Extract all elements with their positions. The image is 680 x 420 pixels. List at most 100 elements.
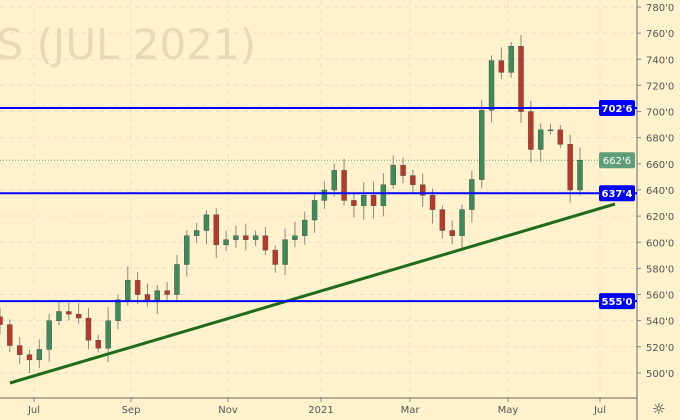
candle (184, 230, 190, 277)
candle (193, 222, 200, 244)
gear-icon[interactable]: ☼ (652, 400, 666, 418)
candle-body (193, 230, 200, 236)
candle (311, 191, 318, 233)
candle (498, 47, 505, 80)
candle (164, 282, 170, 301)
candle (302, 211, 308, 245)
candle (66, 302, 72, 321)
y-tick-label: 560'0 (646, 291, 674, 302)
candle-body (223, 239, 229, 246)
x-tick-label: Jul (593, 405, 606, 416)
candle (7, 319, 13, 352)
candle (488, 55, 495, 123)
candle (410, 169, 416, 193)
candle-body (282, 239, 288, 265)
candle (449, 220, 455, 245)
candle-body (321, 189, 328, 201)
y-tick-label: 660'0 (646, 160, 674, 171)
candle (380, 173, 387, 217)
candle (115, 294, 121, 330)
candle (439, 205, 446, 239)
candle-body (125, 279, 131, 300)
candle-body (292, 235, 298, 240)
x-tick-label: Mar (401, 405, 421, 416)
x-tick-label: May (498, 405, 519, 416)
candle (577, 147, 583, 196)
y-tick-label: 700'0 (646, 108, 674, 119)
candle (262, 227, 269, 255)
candle-body (302, 219, 308, 236)
candle (420, 173, 426, 207)
candle (361, 182, 367, 220)
candle (518, 34, 524, 123)
level-price-label: 637'4 (602, 189, 633, 200)
candle (459, 204, 465, 251)
candle (528, 100, 534, 163)
x-tick-label: 2021 (308, 405, 333, 416)
candle (351, 193, 357, 218)
candle-body (311, 200, 318, 221)
candle (341, 158, 347, 206)
y-tick-label: 600'0 (646, 238, 674, 249)
candle (95, 334, 102, 353)
x-tick-label: Sep (122, 405, 141, 416)
candle-body (567, 144, 573, 191)
candle-body (341, 170, 347, 201)
candle-body (577, 160, 583, 191)
candle (125, 266, 131, 306)
x-tick-label: Nov (218, 405, 238, 416)
candle-body (478, 110, 485, 180)
level-price-badge (599, 293, 635, 310)
y-tick-label: 620'0 (646, 212, 674, 223)
candle (203, 210, 210, 245)
y-tick-label: 540'0 (646, 317, 674, 328)
candle (400, 157, 406, 184)
candle-body (252, 235, 259, 240)
candle (26, 349, 33, 374)
candle-body (174, 264, 180, 295)
candle (292, 221, 298, 247)
y-tick-label: 720'0 (646, 81, 674, 92)
candle-body (370, 195, 377, 206)
candle-body (459, 209, 465, 236)
candle-body (410, 175, 416, 185)
candle-body (449, 230, 455, 236)
candle-body (351, 200, 357, 206)
candle-body (115, 299, 121, 321)
y-tick-label: 760'0 (646, 29, 674, 40)
candle (321, 181, 328, 209)
candle-body (0, 316, 3, 325)
candle-body (213, 214, 219, 246)
candle-body (144, 294, 151, 300)
candle (144, 283, 151, 307)
candle (233, 225, 239, 248)
symbol-watermark: ES (JUL 2021) (0, 20, 257, 69)
candle (537, 123, 544, 163)
candle-body (105, 320, 111, 349)
candle (0, 307, 3, 335)
candle (174, 254, 180, 302)
candle (547, 124, 554, 135)
candle-body (26, 354, 33, 361)
y-tick-label: 740'0 (646, 55, 674, 66)
candle (478, 100, 485, 189)
candle-body (400, 164, 406, 176)
candle-body (420, 184, 426, 196)
candle (567, 134, 573, 203)
candle (134, 271, 141, 305)
candle-body (537, 129, 544, 150)
last-price-badge (599, 152, 635, 169)
level-price-badge (599, 99, 635, 116)
last-price-label: 662'6 (603, 156, 631, 167)
candle (370, 181, 377, 219)
candle-body (16, 345, 23, 355)
candle-body (46, 320, 52, 350)
y-tick-label: 500'0 (646, 369, 674, 380)
candle-body (85, 317, 92, 341)
x-tick-label: Jul (27, 405, 40, 416)
candle (154, 284, 160, 314)
level-price-label: 555'0 (602, 297, 633, 308)
candle-body (134, 279, 141, 295)
candle-body (7, 324, 13, 346)
